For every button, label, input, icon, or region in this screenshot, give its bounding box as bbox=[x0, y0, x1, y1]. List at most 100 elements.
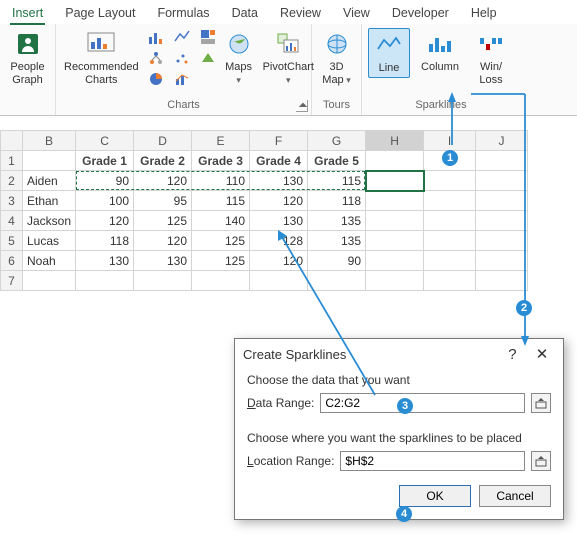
cell[interactable] bbox=[476, 271, 528, 291]
cell[interactable]: 125 bbox=[134, 211, 192, 231]
cell[interactable]: 100 bbox=[76, 191, 134, 211]
location-range-ref-icon[interactable] bbox=[531, 451, 551, 471]
cell[interactable]: 115 bbox=[308, 171, 366, 191]
charts-launcher-icon[interactable] bbox=[296, 100, 308, 112]
row-header-4[interactable]: 4 bbox=[1, 211, 23, 231]
cell[interactable] bbox=[192, 271, 250, 291]
col-header-E[interactable]: E bbox=[192, 131, 250, 151]
cell[interactable]: Grade 5 bbox=[308, 151, 366, 171]
col-header-J[interactable]: J bbox=[476, 131, 528, 151]
row-header-1[interactable]: 1 bbox=[1, 151, 23, 171]
cell[interactable] bbox=[476, 211, 528, 231]
row-header-7[interactable]: 7 bbox=[1, 271, 23, 291]
cell[interactable] bbox=[23, 151, 76, 171]
maps-button[interactable]: Maps ▾ bbox=[223, 28, 255, 88]
cell[interactable]: 120 bbox=[134, 231, 192, 251]
cell[interactable] bbox=[424, 211, 476, 231]
cell[interactable] bbox=[424, 231, 476, 251]
cell[interactable] bbox=[76, 271, 134, 291]
cell[interactable]: 110 bbox=[192, 171, 250, 191]
cell[interactable]: 130 bbox=[250, 171, 308, 191]
cell[interactable] bbox=[366, 271, 424, 291]
close-icon[interactable]: ✕ bbox=[529, 345, 555, 363]
chart-surface-icon[interactable] bbox=[199, 49, 217, 67]
row-header-2[interactable]: 2 bbox=[1, 171, 23, 191]
cell[interactable]: Grade 1 bbox=[76, 151, 134, 171]
row-header-6[interactable]: 6 bbox=[1, 251, 23, 271]
cell[interactable] bbox=[476, 251, 528, 271]
chart-combo-icon[interactable] bbox=[173, 70, 191, 88]
cell[interactable]: 125 bbox=[192, 231, 250, 251]
cell[interactable]: 118 bbox=[308, 191, 366, 211]
pivotchart-button[interactable]: PivotChart ▾ bbox=[261, 28, 316, 88]
col-header-B[interactable]: B bbox=[23, 131, 76, 151]
cell[interactable]: 95 bbox=[134, 191, 192, 211]
cell[interactable] bbox=[366, 211, 424, 231]
3d-map-button[interactable]: 3D Map ▾ bbox=[318, 28, 355, 88]
cell[interactable]: 120 bbox=[250, 191, 308, 211]
cell[interactable] bbox=[366, 251, 424, 271]
people-graph-button[interactable]: People Graph bbox=[6, 28, 49, 88]
cell[interactable]: 118 bbox=[76, 231, 134, 251]
cell[interactable]: Lucas bbox=[23, 231, 76, 251]
row-header-3[interactable]: 3 bbox=[1, 191, 23, 211]
recommended-charts-button[interactable]: Recommended Charts bbox=[62, 28, 141, 88]
cell[interactable]: 90 bbox=[308, 251, 366, 271]
cell[interactable] bbox=[476, 151, 528, 171]
chart-hierarchy-icon[interactable] bbox=[147, 49, 165, 67]
cell[interactable]: 130 bbox=[134, 251, 192, 271]
chart-line-icon[interactable] bbox=[173, 28, 191, 46]
help-icon[interactable]: ? bbox=[499, 346, 525, 363]
cell[interactable]: 130 bbox=[76, 251, 134, 271]
cell[interactable]: Aiden bbox=[23, 171, 76, 191]
cell[interactable]: 135 bbox=[308, 231, 366, 251]
cell[interactable]: Grade 2 bbox=[134, 151, 192, 171]
grid-table[interactable]: BCDEFGHIJ1Grade 1Grade 2Grade 3Grade 4Gr… bbox=[0, 130, 528, 291]
tab-review[interactable]: Review bbox=[278, 4, 323, 24]
cancel-button[interactable]: Cancel bbox=[479, 485, 551, 507]
cell[interactable] bbox=[476, 171, 528, 191]
chart-bar-icon[interactable] bbox=[147, 28, 165, 46]
cell[interactable]: 135 bbox=[308, 211, 366, 231]
cell[interactable] bbox=[250, 271, 308, 291]
col-header-I[interactable]: I bbox=[424, 131, 476, 151]
row-header-5[interactable]: 5 bbox=[1, 231, 23, 251]
tab-insert[interactable]: Insert bbox=[10, 4, 45, 24]
col-header-D[interactable]: D bbox=[134, 131, 192, 151]
chart-treemap-icon[interactable] bbox=[199, 28, 217, 46]
cell[interactable]: 128 bbox=[250, 231, 308, 251]
sparkline-line-button[interactable]: Line bbox=[368, 28, 410, 78]
cell[interactable]: 120 bbox=[134, 171, 192, 191]
tab-formulas[interactable]: Formulas bbox=[155, 4, 211, 24]
cell[interactable]: 115 bbox=[192, 191, 250, 211]
ok-button[interactable]: OK bbox=[399, 485, 471, 507]
cell[interactable] bbox=[424, 151, 476, 171]
cell[interactable]: Grade 3 bbox=[192, 151, 250, 171]
col-header-G[interactable]: G bbox=[308, 131, 366, 151]
cell[interactable]: Jackson bbox=[23, 211, 76, 231]
cell[interactable] bbox=[366, 231, 424, 251]
tab-view[interactable]: View bbox=[341, 4, 372, 24]
location-range-input[interactable] bbox=[340, 451, 525, 471]
sparkline-winloss-button[interactable]: Win/ Loss bbox=[470, 28, 512, 88]
cell[interactable] bbox=[476, 191, 528, 211]
cell[interactable]: 140 bbox=[192, 211, 250, 231]
chart-pie-icon[interactable] bbox=[147, 70, 165, 88]
cell[interactable]: 120 bbox=[250, 251, 308, 271]
cell[interactable] bbox=[23, 271, 76, 291]
col-header-H[interactable]: H bbox=[366, 131, 424, 151]
cell[interactable] bbox=[308, 271, 366, 291]
cell[interactable] bbox=[366, 171, 424, 191]
col-header-C[interactable]: C bbox=[76, 131, 134, 151]
sparkline-column-button[interactable]: Column bbox=[416, 28, 464, 76]
data-range-input[interactable] bbox=[320, 393, 525, 413]
cell[interactable]: 120 bbox=[76, 211, 134, 231]
cell[interactable] bbox=[424, 251, 476, 271]
tab-data[interactable]: Data bbox=[230, 4, 260, 24]
tab-page-layout[interactable]: Page Layout bbox=[63, 4, 137, 24]
cell[interactable] bbox=[424, 271, 476, 291]
col-header-F[interactable]: F bbox=[250, 131, 308, 151]
cell[interactable] bbox=[134, 271, 192, 291]
data-range-ref-icon[interactable] bbox=[531, 393, 551, 413]
cell[interactable] bbox=[476, 231, 528, 251]
